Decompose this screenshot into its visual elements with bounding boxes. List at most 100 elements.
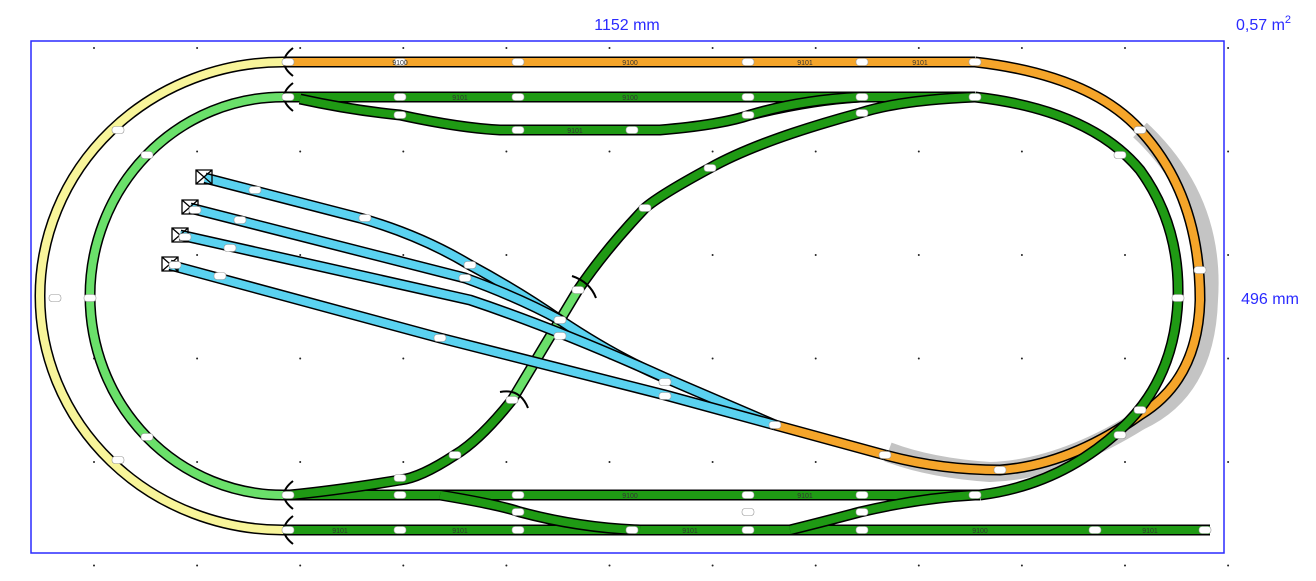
track-joint	[433, 334, 447, 342]
track-joint	[658, 392, 672, 400]
track-joint	[741, 526, 755, 534]
grid-dot	[711, 254, 714, 256]
grid-dot	[814, 461, 817, 463]
grid-dot	[1124, 461, 1126, 463]
track-joint	[741, 491, 755, 499]
track-outline	[84, 91, 284, 501]
track-joint	[393, 474, 407, 482]
track-joint	[233, 216, 247, 224]
grid-dot	[608, 47, 611, 49]
track-joint	[213, 272, 227, 280]
track-joint	[168, 261, 182, 269]
grid-dot	[196, 254, 199, 256]
track-top-crossover[interactable]	[748, 93, 861, 119]
track-joint	[741, 508, 755, 516]
track-joint	[188, 206, 202, 214]
grid-dot	[299, 150, 302, 153]
track-joint	[878, 451, 892, 459]
track-joint	[1113, 151, 1127, 159]
grid-dot	[505, 461, 508, 463]
grid-dot	[917, 254, 920, 256]
grid-dot	[711, 150, 714, 153]
grid-dot	[196, 461, 199, 463]
track-joint	[855, 93, 869, 101]
track-joint	[393, 111, 407, 119]
track-outline	[34, 56, 284, 536]
track-diagonal-lower[interactable]	[289, 397, 516, 499]
grid-dot	[299, 254, 302, 256]
grid-dot	[402, 254, 405, 256]
track-joint	[703, 164, 717, 172]
grid-dot	[608, 150, 611, 153]
track-joint	[281, 58, 295, 66]
grid-dot	[196, 564, 199, 567]
track-inner-right-curve[interactable]	[974, 93, 1183, 499]
piece-label: 9101	[567, 128, 583, 135]
track-joint	[1133, 126, 1147, 134]
grid-dot	[1124, 564, 1126, 567]
track-diagonal-mid[interactable]	[508, 287, 582, 403]
grid-dot	[917, 564, 920, 567]
grid-dot	[505, 564, 508, 567]
track-joints	[48, 58, 1212, 534]
grid-dot	[1227, 47, 1230, 49]
grid-dot	[402, 461, 405, 463]
board-frame	[30, 40, 1225, 554]
track-outer-left-curve[interactable]	[36, 58, 284, 534]
track-joint	[741, 58, 755, 66]
yard-track-4[interactable]	[168, 261, 777, 429]
section-bracket-icon	[571, 275, 597, 299]
grid-dot	[814, 47, 817, 49]
track-outer-right-curve[interactable]	[883, 58, 1205, 475]
grid-dot	[1020, 47, 1023, 49]
track-joint	[511, 491, 525, 499]
piece-label: 9101	[1142, 528, 1158, 535]
piece-label: 9100	[622, 60, 638, 67]
piece-label: 9101	[332, 528, 348, 535]
grid-dot	[711, 357, 714, 360]
track-joint	[111, 126, 125, 134]
track-joint	[625, 526, 639, 534]
track-yard-lead[interactable]	[773, 421, 887, 459]
piece-label: 9100	[622, 493, 638, 500]
track-joint	[993, 466, 1007, 474]
grid-dot	[402, 564, 405, 567]
board-width-label: 1152 mm	[594, 17, 660, 34]
grid-dot	[711, 461, 714, 463]
track-joint	[855, 109, 869, 117]
grid-dot	[93, 564, 95, 567]
piece-labels: 9100 9100 9101 9101 9101 9100 9101 9100 …	[332, 60, 1158, 535]
grid-dot	[299, 461, 302, 463]
grid-dot	[93, 47, 95, 49]
buffer-stops	[161, 169, 213, 272]
track-joint	[48, 294, 62, 302]
piece-label: 9101	[797, 493, 813, 500]
track-joint	[1113, 431, 1127, 439]
track-joint	[393, 93, 407, 101]
track-joint	[638, 204, 652, 212]
grid-dot	[608, 461, 611, 463]
piece-label: 9101	[912, 60, 928, 67]
track-outline	[974, 91, 1184, 501]
track-joint	[281, 526, 295, 534]
track-inner-left-curve[interactable]	[86, 93, 284, 499]
grid-dot	[1124, 47, 1126, 49]
track-joint	[855, 508, 869, 516]
track-diagonal-upper[interactable]	[574, 93, 976, 293]
section-bracket-icon	[499, 390, 529, 409]
grid-dot	[1020, 150, 1023, 153]
grid-dot	[1124, 357, 1126, 360]
selection-highlight	[884, 122, 1219, 483]
grid-dot	[917, 357, 920, 360]
piece-label: 9100	[622, 95, 638, 102]
track-joint	[140, 151, 154, 159]
track-joint	[248, 186, 262, 194]
track-joint	[448, 451, 462, 459]
piece-label: 9100	[972, 528, 988, 535]
track-joint	[505, 396, 519, 404]
grid-dot	[917, 150, 920, 153]
track-joint	[511, 526, 525, 534]
track-joint	[463, 261, 477, 269]
track-joint	[855, 526, 869, 534]
